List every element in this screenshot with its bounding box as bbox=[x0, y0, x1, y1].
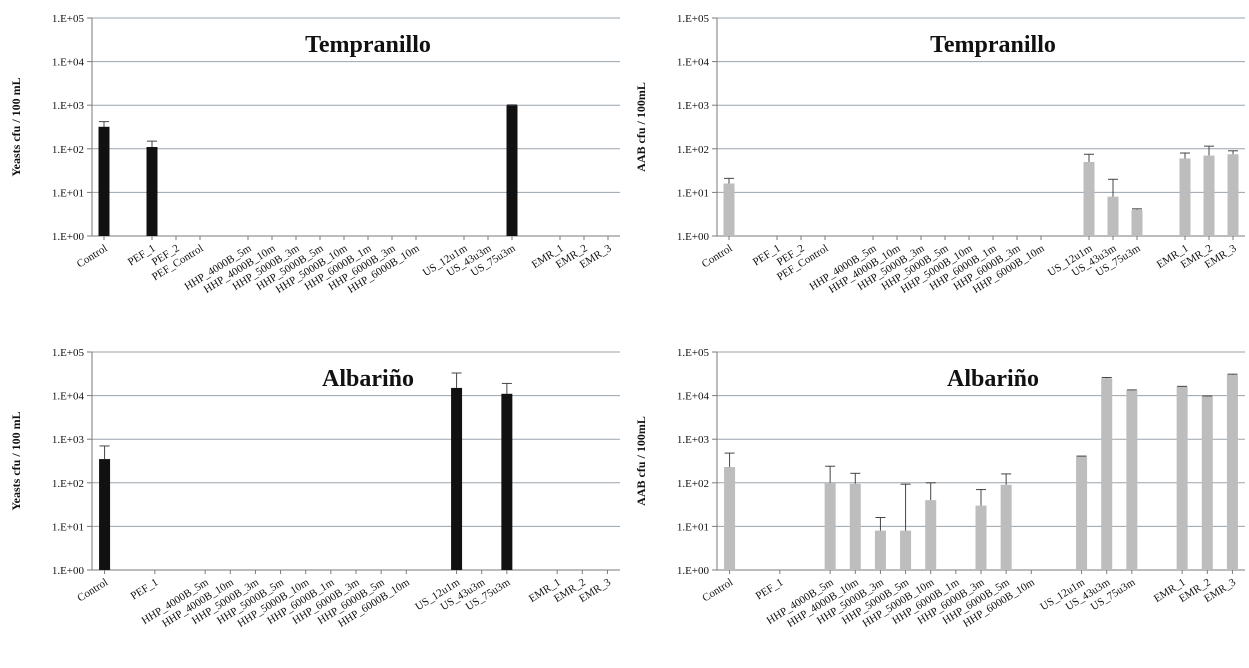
x-tick-label: Control bbox=[700, 242, 735, 270]
y-tick-label: 1.E+00 bbox=[677, 565, 710, 577]
y-tick-label: 1.E+05 bbox=[52, 347, 85, 359]
chart-panel-yeasts-tempranillo: 1.E+00 1.E+01 1.E+02 1.E+03 1.E+04 1.E+05 Yeas… bbox=[9, 13, 620, 296]
bar bbox=[1227, 154, 1239, 236]
x-tick-label: Control bbox=[75, 242, 110, 270]
bar bbox=[501, 393, 513, 570]
y-tick-label: 1.E+00 bbox=[52, 231, 85, 243]
bar bbox=[824, 482, 836, 570]
bar bbox=[975, 505, 987, 570]
chart-panel-aab-tempranillo: 1.E+00 1.E+01 1.E+02 1.E+03 1.E+04 1.E+05 AAB … bbox=[634, 13, 1245, 296]
bar bbox=[1083, 161, 1095, 236]
bar bbox=[1101, 378, 1113, 570]
bar bbox=[1201, 396, 1213, 570]
y-tick-label: 1.E+02 bbox=[677, 144, 709, 156]
bar bbox=[900, 530, 912, 570]
y-tick-label: 1.E+01 bbox=[677, 521, 709, 533]
bar bbox=[1131, 209, 1143, 236]
y-tick-label: 1.E+04 bbox=[52, 57, 85, 69]
bar bbox=[849, 483, 861, 570]
y-tick-label: 1.E+05 bbox=[677, 13, 710, 25]
y-tick-label: 1.E+00 bbox=[52, 565, 85, 577]
bar bbox=[1203, 155, 1215, 236]
bar bbox=[1126, 390, 1138, 570]
bar bbox=[1226, 374, 1238, 570]
y-tick-label: 1.E+02 bbox=[52, 478, 84, 490]
y-tick-label: 1.E+03 bbox=[677, 434, 710, 446]
x-tick-label: PEF_1 bbox=[754, 576, 786, 602]
bar bbox=[98, 126, 110, 236]
bar bbox=[724, 467, 736, 570]
y-tick-label: 1.E+04 bbox=[677, 391, 710, 403]
bar bbox=[874, 530, 886, 570]
y-tick-label: 1.E+01 bbox=[52, 187, 84, 199]
bar bbox=[1107, 196, 1119, 236]
bar bbox=[146, 146, 158, 236]
y-tick-label: 1.E+05 bbox=[677, 347, 710, 359]
bar bbox=[1176, 386, 1188, 570]
y-tick-label: 1.E+03 bbox=[677, 100, 710, 112]
y-axis-label: AAB cfu / 100mL bbox=[634, 416, 648, 506]
y-tick-label: 1.E+04 bbox=[677, 57, 710, 69]
y-tick-label: 1.E+01 bbox=[52, 521, 84, 533]
bar bbox=[1000, 484, 1012, 570]
x-tick-label: Control bbox=[75, 576, 110, 604]
chart-title: Tempranillo bbox=[930, 32, 1056, 58]
y-tick-label: 1.E+03 bbox=[52, 434, 85, 446]
y-tick-label: 1.E+04 bbox=[52, 391, 85, 403]
chart-title: Albariño bbox=[947, 366, 1039, 392]
y-tick-label: 1.E+05 bbox=[52, 13, 85, 25]
bar bbox=[451, 387, 463, 570]
y-tick-label: 1.E+01 bbox=[677, 187, 709, 199]
bar bbox=[925, 500, 937, 570]
chart-panel-yeasts-albarino: 1.E+00 1.E+01 1.E+02 1.E+03 1.E+04 1.E+05 Yeas… bbox=[9, 347, 620, 630]
x-tick-label: Control bbox=[700, 576, 735, 604]
y-axis-label: AAB cfu / 100mL bbox=[634, 82, 648, 172]
bar bbox=[99, 459, 111, 570]
chart-title: Albariño bbox=[322, 366, 414, 392]
chart-panel-aab-albarino: 1.E+00 1.E+01 1.E+02 1.E+03 1.E+04 1.E+05 AAB … bbox=[634, 347, 1245, 630]
x-tick-label: PEF_1 bbox=[129, 576, 161, 602]
y-tick-label: 1.E+03 bbox=[52, 100, 85, 112]
y-tick-label: 1.E+02 bbox=[677, 478, 709, 490]
bar bbox=[506, 105, 518, 236]
chart-title: Tempranillo bbox=[305, 32, 431, 58]
y-tick-label: 1.E+00 bbox=[677, 231, 710, 243]
bar bbox=[1076, 456, 1088, 570]
bar bbox=[723, 183, 735, 236]
y-axis-label: Yeasts cfu / 100 mL bbox=[9, 77, 23, 176]
bar bbox=[1179, 158, 1191, 236]
y-axis-label: Yeasts cfu / 100 mL bbox=[9, 411, 23, 510]
y-tick-label: 1.E+02 bbox=[52, 144, 84, 156]
